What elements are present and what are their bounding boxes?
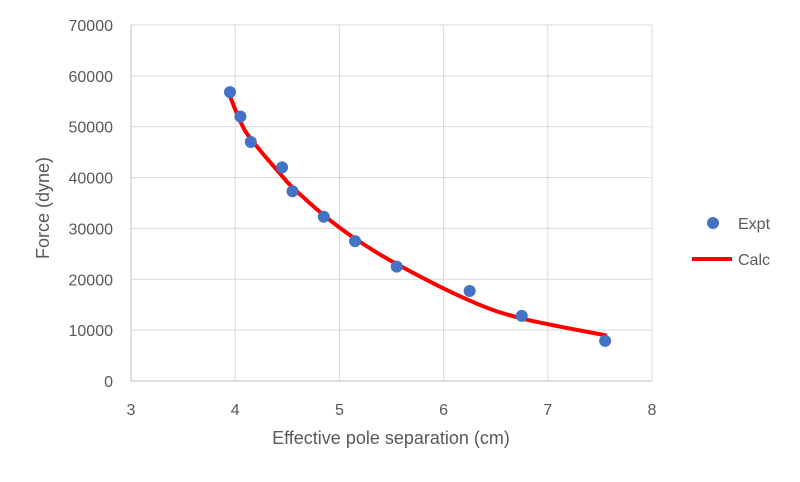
- expt-point: [515, 309, 528, 322]
- calc-line: [228, 94, 608, 338]
- y-tick-label: 70000: [69, 18, 114, 35]
- y-axis-title: Force (dyne): [33, 157, 53, 259]
- x-tick-label: 3: [127, 402, 136, 419]
- expt-point: [244, 135, 257, 148]
- y-tick-label: 50000: [69, 120, 114, 137]
- expt-point: [463, 284, 476, 297]
- expt-point: [349, 235, 362, 248]
- expt-point: [223, 86, 236, 99]
- expt-point: [390, 260, 403, 273]
- expt-point: [234, 110, 247, 123]
- y-tick-label: 10000: [69, 323, 114, 340]
- x-tick-label: 6: [439, 402, 448, 419]
- expt-point: [599, 334, 612, 347]
- calc-series: [228, 94, 608, 338]
- y-tick-label: 0: [104, 374, 113, 391]
- y-tick-label: 20000: [69, 272, 114, 289]
- x-tick-label: 5: [335, 402, 344, 419]
- expt-point: [317, 210, 330, 223]
- legend-expt-marker: [707, 217, 719, 229]
- expt-series: [223, 86, 612, 347]
- x-axis-title: Effective pole separation (cm): [272, 428, 510, 448]
- x-tick-label: 7: [543, 402, 552, 419]
- legend-calc-label: Calc: [738, 252, 770, 269]
- x-tick-label: 8: [648, 402, 657, 419]
- axes: [130, 25, 652, 382]
- gridlines: [131, 24, 653, 381]
- expt-point: [276, 161, 289, 174]
- y-tick-label: 40000: [69, 171, 114, 188]
- legend-expt-label: Expt: [738, 216, 771, 233]
- y-tick-label: 60000: [69, 69, 114, 86]
- y-tick-label: 30000: [69, 221, 114, 238]
- expt-point: [286, 185, 299, 198]
- legend: Expt Calc: [692, 216, 771, 269]
- x-tick-label: 4: [231, 402, 240, 419]
- tick-labels: 0 10000 20000 30000 40000 50000 60000 70000 3 4 5 6…: [69, 18, 657, 419]
